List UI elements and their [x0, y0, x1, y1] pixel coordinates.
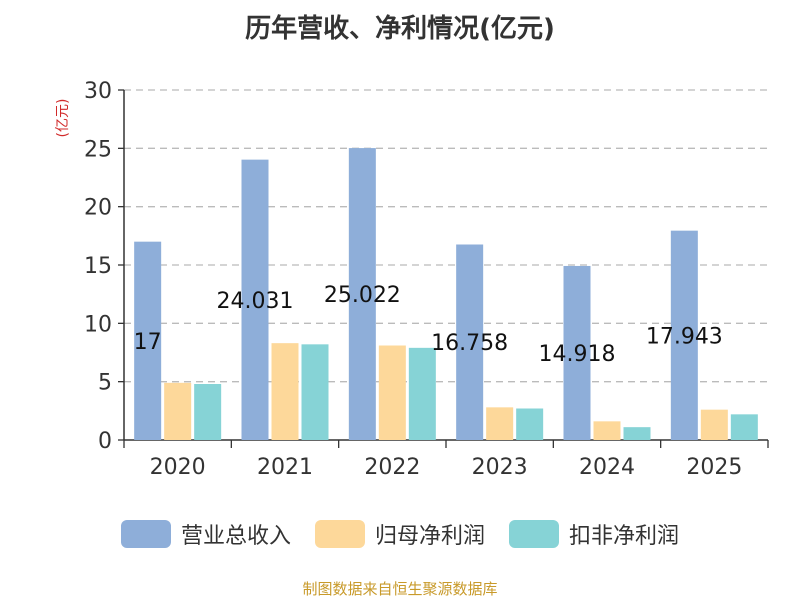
x-tick-label: 2023	[472, 455, 528, 480]
data-label: 14.918	[539, 342, 616, 367]
x-tick-label: 2024	[579, 455, 635, 480]
bar-revenue	[241, 159, 269, 440]
x-tick-label: 2021	[257, 455, 313, 480]
y-tick-label: 30	[84, 79, 112, 104]
bar-net-profit	[378, 345, 406, 440]
y-tick-label: 15	[84, 254, 112, 279]
legend-label-revenue: 营业总收入	[180, 524, 291, 549]
legend-swatch-deducted-profit	[509, 520, 559, 548]
data-source-note: 制图数据来自恒生聚源数据库	[302, 580, 498, 598]
bar-deducted-profit	[516, 408, 544, 440]
bar-deducted-profit	[301, 344, 329, 440]
bar-chart: 051015202530202017202124.031202225.02220…	[84, 79, 769, 480]
bar-revenue	[134, 241, 162, 440]
y-tick-label: 5	[98, 371, 112, 396]
x-tick-label: 2022	[364, 455, 420, 480]
data-label: 25.022	[324, 283, 401, 308]
data-label: 17	[134, 330, 162, 355]
bar-revenue	[670, 230, 698, 440]
legend-item-deducted-profit[interactable]: 扣非净利润	[509, 518, 679, 550]
bar-net-profit	[700, 409, 728, 440]
legend-label-deducted-profit: 扣非净利润	[569, 524, 680, 549]
data-label: 24.031	[217, 289, 294, 314]
data-label: 16.758	[431, 331, 508, 356]
y-tick-label: 25	[84, 137, 112, 162]
x-tick-label: 2025	[686, 455, 742, 480]
bar-net-profit	[486, 407, 514, 440]
bar-deducted-profit	[408, 347, 436, 440]
legend-swatch-net-profit	[314, 520, 365, 548]
y-tick-label: 10	[84, 312, 112, 337]
data-label: 17.943	[646, 324, 723, 349]
bar-net-profit	[271, 343, 299, 440]
legend-item-revenue[interactable]: 营业总收入	[120, 518, 291, 550]
bar-revenue	[348, 148, 376, 440]
legend-label-net-profit: 归母净利润	[374, 524, 485, 549]
bar-revenue	[456, 244, 484, 440]
bar-deducted-profit	[623, 427, 651, 440]
bar-deducted-profit	[730, 414, 758, 440]
bar-deducted-profit	[194, 384, 222, 440]
legend-item-net-profit[interactable]: 归母净利润	[314, 518, 485, 550]
y-tick-label: 20	[84, 196, 112, 221]
bar-net-profit	[164, 382, 192, 440]
legend-swatch-revenue	[120, 520, 171, 548]
y-tick-label: 0	[98, 429, 112, 454]
x-tick-label: 2020	[150, 455, 206, 480]
chart-title: 历年营收、净利情况(亿元)	[245, 14, 555, 44]
bar-revenue	[563, 265, 591, 440]
legend: 营业总收入 归母净利润 扣非净利润	[0, 518, 800, 550]
bar-net-profit	[593, 421, 621, 440]
